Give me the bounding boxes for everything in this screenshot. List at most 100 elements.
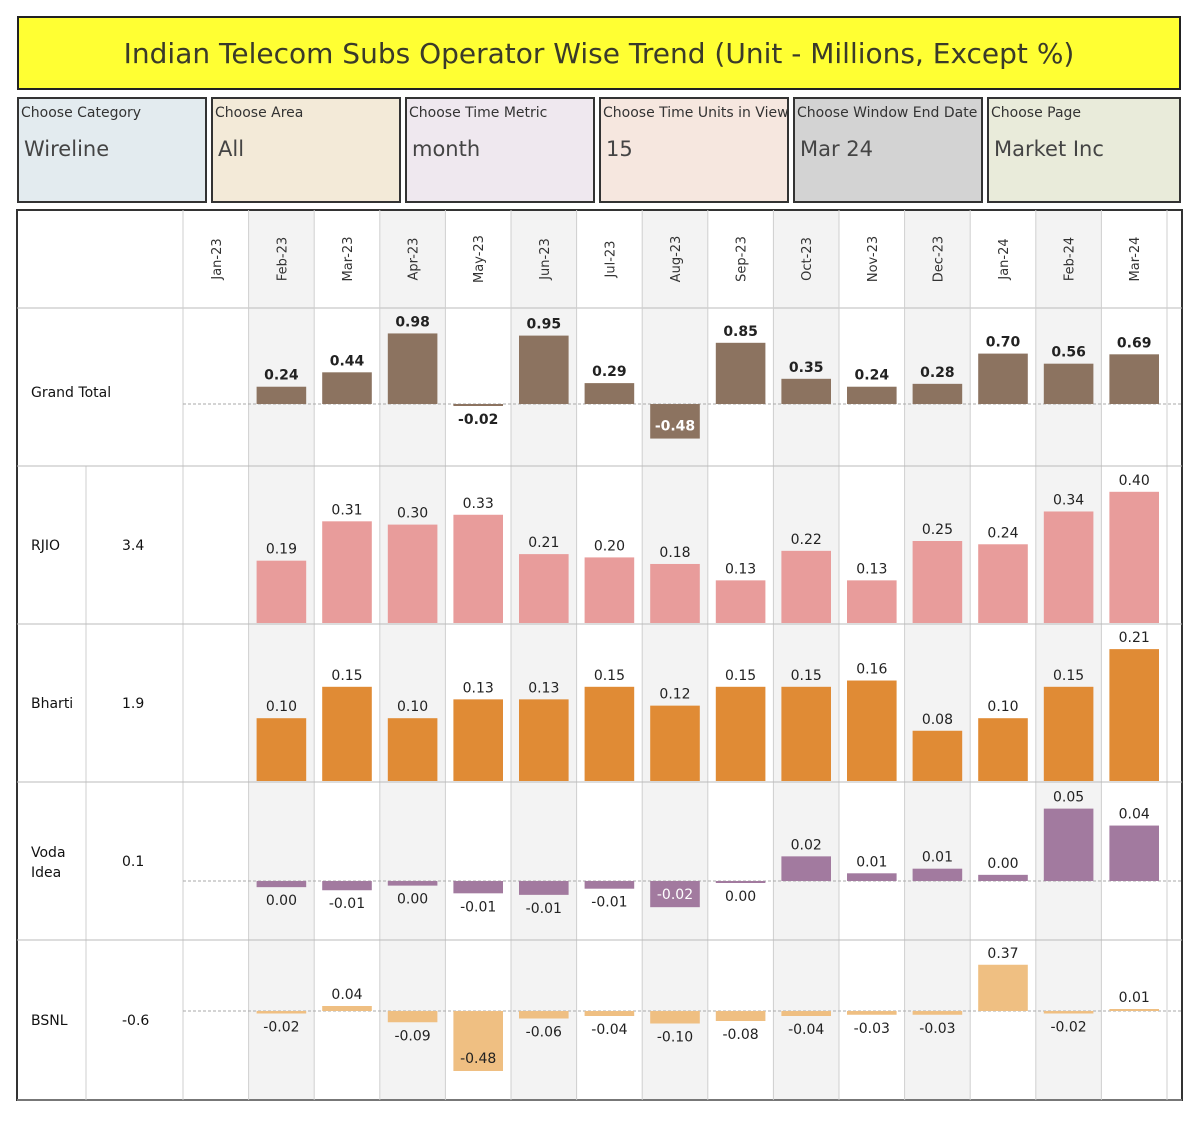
filter-area-label: Choose Area [215,105,304,121]
row-label: Grand Total [31,385,111,401]
bar [1043,363,1094,404]
filter-area[interactable]: Choose Area All [211,97,401,203]
bar-value-label: 0.12 [659,687,690,703]
bar-value-label: 0.85 [723,324,758,340]
month-header-label: Feb-24 [1063,237,1078,281]
bar-value-label: 0.01 [856,854,887,870]
bar-value-label: 0.24 [264,368,299,384]
bar [650,563,700,623]
bar-value-label: 0.00 [725,889,756,905]
bar-value-label: 0.21 [528,535,559,551]
bar [453,1011,503,1071]
bar [453,881,503,894]
bar [781,686,831,781]
bar-value-label: -0.02 [263,1020,299,1036]
bar [912,730,963,781]
bar [387,1011,438,1023]
bar-value-label: 0.10 [266,699,297,715]
month-header-label: Sep-23 [735,236,750,282]
bar-value-label: -0.09 [394,1028,430,1044]
bar-value-label: 0.15 [791,668,822,684]
bar-value-label: 0.19 [266,542,297,558]
month-header-label: Feb-23 [275,237,290,281]
bar-value-label: 0.40 [1119,473,1150,489]
bar-value-label: -0.10 [657,1030,693,1046]
bar-value-label: -0.01 [591,895,627,911]
bar-value-label: 0.15 [725,668,756,684]
bar-value-label: 0.15 [1053,668,1084,684]
bar-value-label: -0.03 [919,1021,955,1037]
bar-value-label: 0.56 [1051,345,1086,361]
filter-category[interactable]: Choose Category Wireline [17,97,207,203]
bar-value-label: 0.34 [1053,492,1084,508]
bar-value-label: -0.02 [458,412,498,428]
bar [912,868,963,881]
bar [847,680,897,781]
column-shade [642,210,708,1100]
filter-time-units-label: Choose Time Units in View [603,105,789,121]
bar [650,1011,700,1024]
bar-value-label: -0.01 [526,901,562,917]
bar-value-label: 0.20 [594,538,625,554]
filter-page[interactable]: Choose Page Market Inc [987,97,1181,203]
bar-value-label: 0.13 [856,561,887,577]
bar [519,554,569,623]
bar-value-label: 0.30 [397,506,428,522]
bar-value-label: 0.98 [395,314,430,330]
bar-value-label: 0.00 [987,856,1018,872]
bar-value-label: 0.10 [397,699,428,715]
bar-value-label: -0.48 [460,1051,496,1067]
bar-value-label: 0.04 [331,987,362,1003]
bar [584,686,635,781]
bar [978,544,1028,623]
month-header-label: Aug-23 [669,236,684,283]
bar [847,873,897,881]
bar [519,699,569,781]
bar [912,1011,963,1015]
bar-value-label: 0.08 [922,712,953,728]
bar [847,1011,897,1015]
bar-value-label: 0.25 [922,522,953,538]
row-total-value: 0.1 [122,854,144,870]
bar [1043,686,1094,781]
bar-value-label: 0.15 [594,668,625,684]
filter-time-metric[interactable]: Choose Time Metric month [405,97,595,203]
filter-window-end-date[interactable]: Choose Window End Date Mar 24 [793,97,983,203]
bar [847,580,897,623]
bar [322,881,372,891]
bar-value-label: 0.35 [789,360,824,376]
bar-value-label: 0.70 [986,335,1021,351]
bar-value-label: 0.01 [922,850,953,866]
bar [978,874,1028,881]
bar [978,718,1028,781]
bar [322,521,372,623]
bar-value-label: -0.02 [657,887,693,903]
bar-value-label: -0.48 [655,419,695,435]
bar-value-label: 0.24 [855,368,890,384]
bar [584,881,635,889]
bar [387,333,438,404]
bar [715,686,766,781]
bar-value-label: 0.21 [1119,630,1150,646]
month-header-label: Oct-23 [800,237,815,281]
month-header-label: Jul-23 [603,241,618,279]
row-total-value: 3.4 [122,538,144,554]
column-shade [773,210,839,1100]
bar [847,386,897,404]
row-label: Bharti [31,696,73,712]
bar [978,964,1028,1011]
bar-value-label: 0.69 [1117,335,1152,351]
month-header-label: May-23 [472,235,487,283]
filter-time-metric-value: month [412,137,481,161]
bar-value-label: -0.01 [329,896,365,912]
filter-time-units[interactable]: Choose Time Units in View 15 [599,97,789,203]
bar-value-label: 0.33 [463,496,494,512]
bar [912,383,963,404]
bar [453,699,503,781]
bar-value-label: 0.16 [856,662,887,678]
bar [978,353,1028,404]
bar [1043,1011,1094,1014]
bar [387,524,438,623]
bar [650,705,700,781]
bar-value-label: 0.00 [397,892,428,908]
